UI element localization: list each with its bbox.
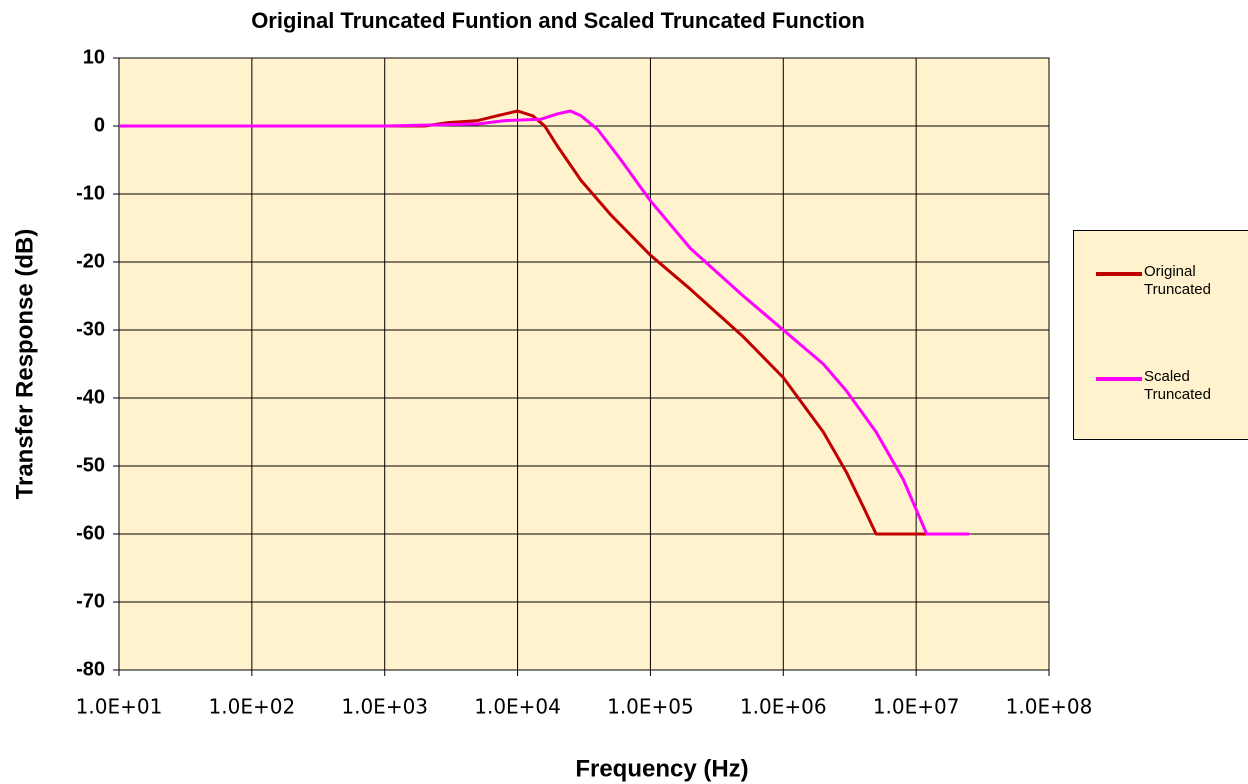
y-tick-label: -60	[76, 522, 105, 544]
x-tick-label: 1.0E+06	[740, 695, 827, 719]
y-tick-label: -70	[76, 590, 105, 612]
y-tick-label: 10	[83, 46, 105, 68]
y-tick-label: -50	[76, 454, 105, 476]
x-tick-label: 1.0E+03	[341, 695, 428, 719]
legend-swatch	[1096, 272, 1142, 276]
x-tick-label: 1.0E+01	[76, 695, 163, 719]
legend: Original Truncated Scaled Truncated	[1073, 230, 1248, 440]
x-tick-label: 1.0E+02	[209, 695, 296, 719]
x-tick-label: 1.0E+08	[1006, 695, 1093, 719]
legend-label: Original Truncated	[1144, 263, 1211, 298]
y-axis-label: Transfer Response (dB)	[11, 229, 38, 500]
data-line	[119, 109, 969, 536]
y-tick-label: -80	[76, 658, 105, 680]
chart-title: Original Truncated Funtion and Scaled Tr…	[251, 8, 865, 33]
x-tick-label: 1.0E+04	[474, 695, 561, 719]
y-tick-label: -20	[76, 250, 105, 272]
x-tick-label: 1.0E+07	[873, 695, 960, 719]
legend-entry: Original Truncated	[1096, 263, 1234, 299]
plot-area	[118, 57, 1050, 671]
y-tick-label: 0	[94, 114, 105, 136]
y-tick-label: -40	[76, 386, 105, 408]
legend-label: Scaled Truncated	[1144, 368, 1211, 403]
legend-entry: Scaled Truncated	[1096, 368, 1234, 404]
x-axis-label: Frequency (Hz)	[575, 755, 748, 782]
y-tick-label: -30	[76, 318, 105, 340]
legend-swatch	[1096, 377, 1142, 381]
x-tick-label: 1.0E+05	[607, 695, 694, 719]
y-tick-label: -10	[76, 182, 105, 204]
